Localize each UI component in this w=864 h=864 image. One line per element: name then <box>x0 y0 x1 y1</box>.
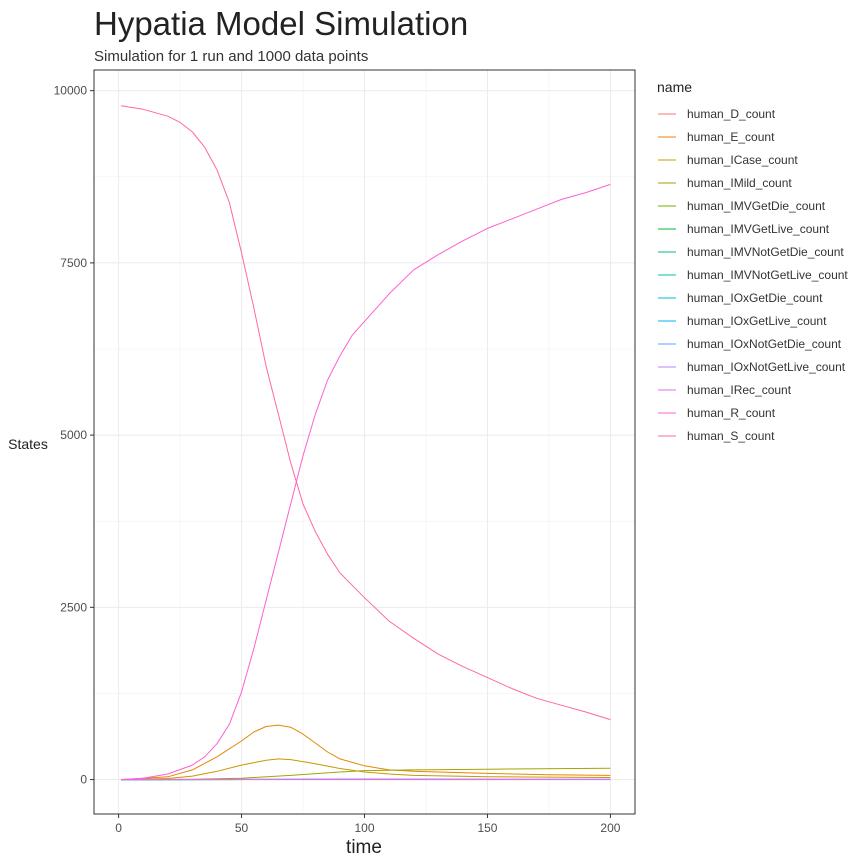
series-line-human_E_count <box>120 724 611 781</box>
x-tick-label: 100 <box>354 821 374 835</box>
x-tick-label: 200 <box>600 821 620 835</box>
y-tick-label: 10000 <box>54 84 88 98</box>
legend-label-human_IRec_count: human_IRec_count <box>687 383 792 397</box>
legend-label-human_IOxNotGetDie_count: human_IOxNotGetDie_count <box>687 337 842 351</box>
x-tick-label: 50 <box>235 821 249 835</box>
legend-label-human_IOxNotGetLive_count: human_IOxNotGetLive_count <box>687 360 846 374</box>
series-line-human_S_count <box>120 105 611 721</box>
axis-ticks: 0 50 100 150 200 0 2500 5000 7500 10000 <box>54 84 621 835</box>
legend-label-human_IMVNotGetLive_count: human_IMVNotGetLive_count <box>687 268 848 282</box>
series-line-human_IMild_count <box>120 767 611 781</box>
legend-label-human_IMVNotGetDie_count: human_IMVNotGetDie_count <box>687 245 844 259</box>
y-tick-label: 7500 <box>60 256 87 270</box>
legend-label-human_IMVGetLive_count: human_IMVGetLive_count <box>687 222 830 236</box>
series-line-human_ICase_count <box>120 758 611 781</box>
legend-label-human_IOxGetDie_count: human_IOxGetDie_count <box>687 291 823 305</box>
legend-label-human_D_count: human_D_count <box>687 107 776 121</box>
x-tick-label: 0 <box>115 821 122 835</box>
y-tick-label: 2500 <box>60 600 87 614</box>
legend-label-human_R_count: human_R_count <box>687 406 776 420</box>
legend-label-human_S_count: human_S_count <box>687 429 775 443</box>
chart-subtitle: Simulation for 1 run and 1000 data point… <box>94 48 368 65</box>
legend-label-human_ICase_count: human_ICase_count <box>687 153 798 167</box>
y-axis-title: States <box>8 436 48 452</box>
y-tick-label: 5000 <box>60 428 87 442</box>
x-tick-label: 150 <box>477 821 497 835</box>
series-line-human_R_count <box>120 183 611 781</box>
series-lines <box>120 105 611 781</box>
legend-label-human_IMVGetDie_count: human_IMVGetDie_count <box>687 199 826 213</box>
y-tick-label: 0 <box>80 773 87 787</box>
legend-title: name <box>657 79 692 95</box>
chart-title: Hypatia Model Simulation <box>94 5 468 42</box>
legend: human_D_count human_E_count human_ICase_co… <box>658 107 848 443</box>
legend-label-human_E_count: human_E_count <box>687 130 775 144</box>
x-axis-title: time <box>346 837 382 858</box>
legend-label-human_IOxGetLive_count: human_IOxGetLive_count <box>687 314 827 328</box>
legend-label-human_IMild_count: human_IMild_count <box>687 176 792 190</box>
